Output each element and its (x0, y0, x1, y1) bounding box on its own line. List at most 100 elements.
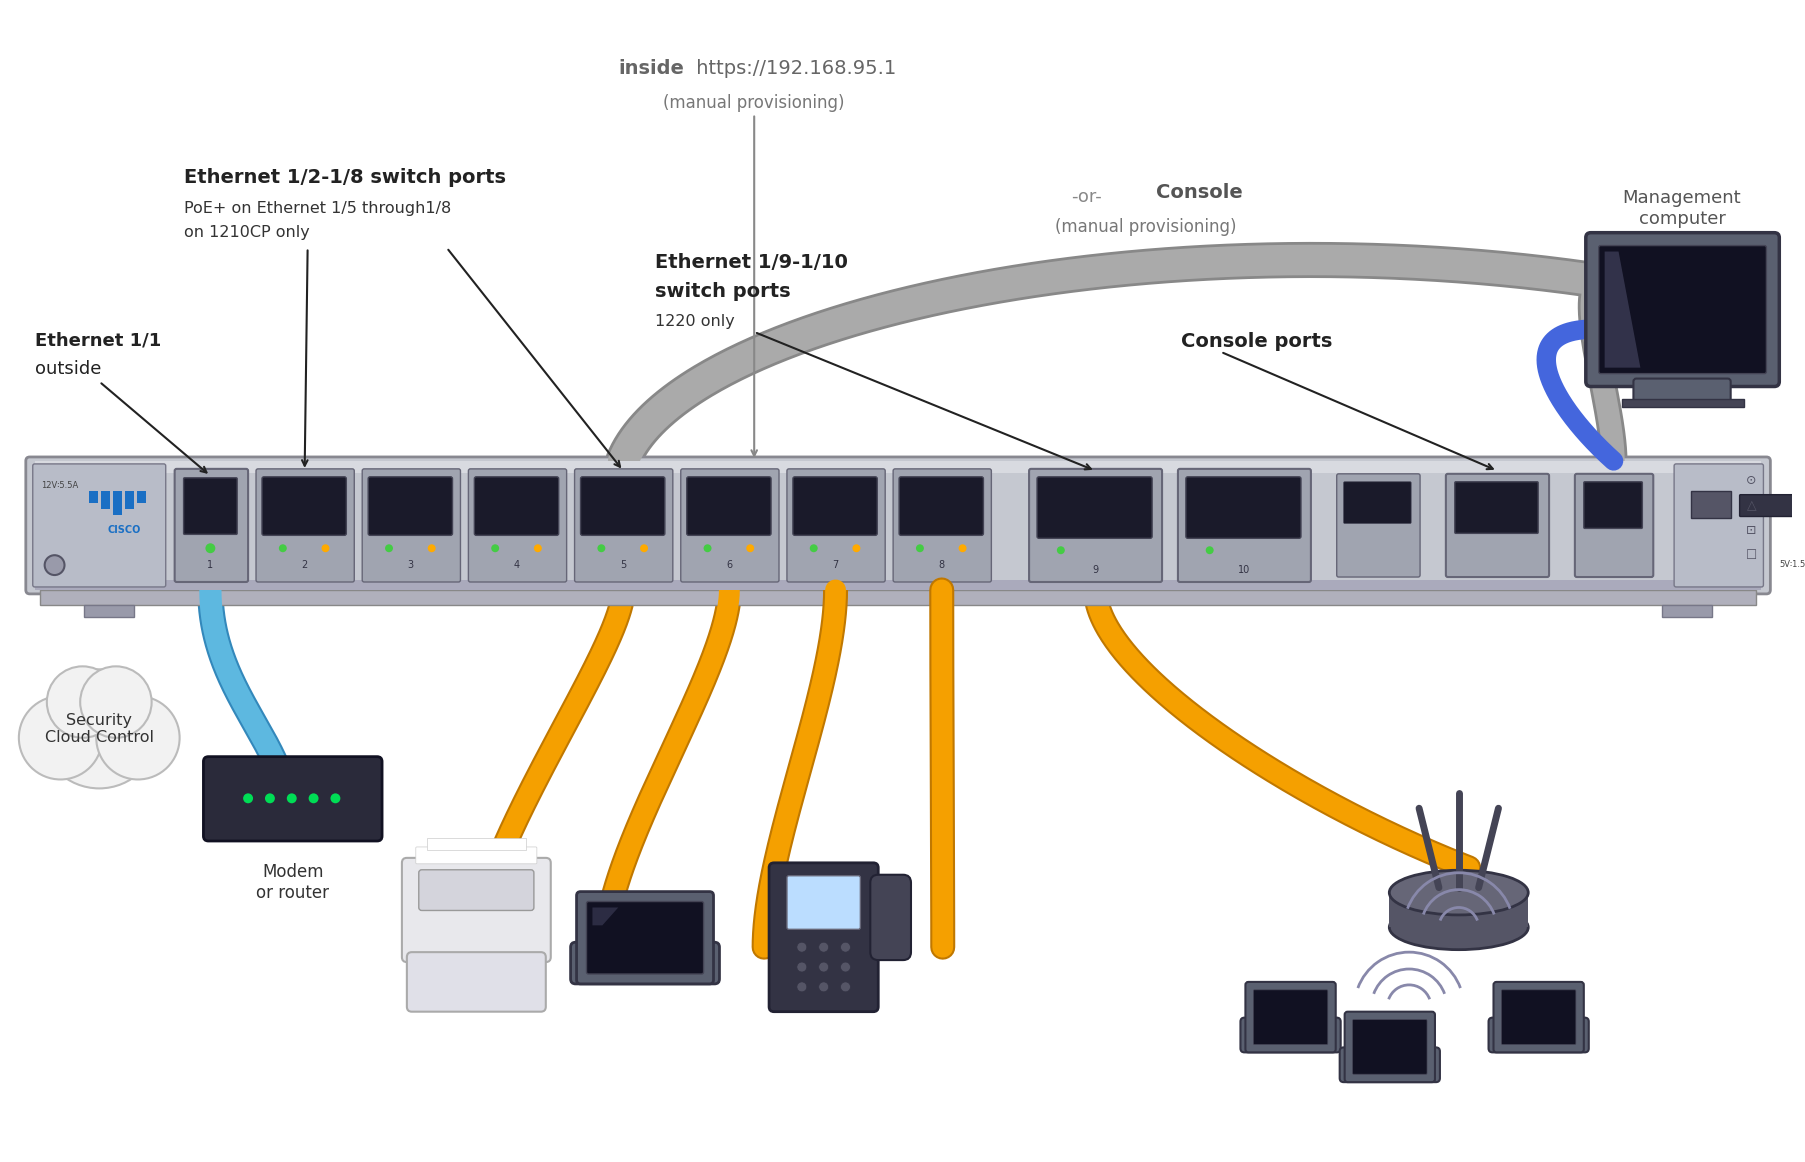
Text: ⊡: ⊡ (1745, 524, 1756, 537)
Text: 2: 2 (301, 560, 307, 571)
Text: outside: outside (34, 360, 101, 378)
Text: on 1210CP only: on 1210CP only (184, 224, 309, 239)
FancyBboxPatch shape (415, 847, 536, 863)
FancyBboxPatch shape (680, 468, 778, 582)
Circle shape (79, 666, 152, 738)
Text: Security
Cloud Control: Security Cloud Control (45, 712, 153, 745)
FancyBboxPatch shape (686, 476, 771, 536)
Circle shape (278, 544, 287, 552)
Circle shape (796, 982, 807, 992)
Text: (manual provisioning): (manual provisioning) (662, 94, 845, 112)
FancyBboxPatch shape (1343, 482, 1410, 523)
Text: https://192.168.95.1: https://192.168.95.1 (690, 59, 895, 78)
FancyBboxPatch shape (1177, 468, 1310, 582)
Circle shape (47, 666, 117, 738)
Text: Management
computer: Management computer (1623, 189, 1740, 228)
Circle shape (818, 962, 828, 971)
FancyBboxPatch shape (467, 468, 567, 582)
FancyBboxPatch shape (574, 468, 673, 582)
Polygon shape (1605, 251, 1639, 367)
Circle shape (18, 696, 103, 780)
Circle shape (287, 794, 296, 803)
FancyBboxPatch shape (787, 876, 859, 930)
Text: switch ports: switch ports (655, 282, 791, 301)
Text: Ethernet 1/2-1/8 switch ports: Ethernet 1/2-1/8 switch ports (184, 168, 505, 187)
FancyBboxPatch shape (1689, 490, 1729, 518)
FancyBboxPatch shape (204, 756, 383, 841)
FancyBboxPatch shape (1673, 464, 1762, 587)
Circle shape (384, 544, 393, 552)
Bar (1621, 400, 1742, 408)
Text: 4: 4 (514, 560, 520, 571)
Circle shape (491, 544, 498, 552)
Bar (1661, 604, 1711, 617)
Circle shape (639, 544, 648, 552)
FancyBboxPatch shape (1574, 474, 1652, 578)
Bar (88, 490, 97, 503)
Text: △: △ (1745, 500, 1754, 512)
FancyBboxPatch shape (1245, 982, 1336, 1053)
Text: 5: 5 (619, 560, 626, 571)
FancyBboxPatch shape (419, 870, 534, 911)
Bar (40, 590, 1756, 604)
Text: PoE+ on Ethernet 1/5 through1/8: PoE+ on Ethernet 1/5 through1/8 (184, 201, 451, 216)
Text: Modem
or router: Modem or router (256, 863, 329, 902)
Ellipse shape (1388, 905, 1527, 949)
Circle shape (309, 794, 318, 803)
Text: Console ports: Console ports (1180, 332, 1332, 351)
Circle shape (839, 982, 850, 992)
FancyBboxPatch shape (1583, 482, 1641, 529)
Text: 6: 6 (726, 560, 733, 571)
FancyBboxPatch shape (256, 468, 354, 582)
Circle shape (852, 544, 859, 552)
FancyBboxPatch shape (1186, 476, 1300, 538)
FancyBboxPatch shape (184, 478, 236, 535)
Bar (426, 838, 525, 849)
Circle shape (534, 544, 542, 552)
FancyBboxPatch shape (1738, 495, 1796, 516)
FancyBboxPatch shape (1339, 1047, 1439, 1082)
FancyBboxPatch shape (792, 476, 877, 536)
Bar (125, 490, 134, 509)
FancyBboxPatch shape (1253, 990, 1327, 1045)
Text: 3: 3 (408, 560, 413, 571)
Circle shape (915, 544, 924, 552)
Bar (114, 490, 123, 515)
FancyBboxPatch shape (1036, 476, 1152, 538)
FancyBboxPatch shape (787, 468, 884, 582)
Text: 1220 only: 1220 only (655, 314, 735, 329)
FancyBboxPatch shape (576, 891, 713, 984)
FancyBboxPatch shape (403, 858, 551, 962)
Circle shape (45, 555, 65, 575)
Text: 7: 7 (832, 560, 838, 571)
Bar (85, 604, 134, 617)
Bar (34, 461, 1760, 473)
Circle shape (330, 794, 339, 803)
Circle shape (704, 544, 711, 552)
Text: 1: 1 (208, 560, 213, 571)
FancyBboxPatch shape (579, 476, 664, 536)
Text: 5V∶1.5A: 5V∶1.5A (1778, 560, 1805, 569)
Bar (137, 490, 146, 503)
Circle shape (839, 962, 850, 971)
FancyBboxPatch shape (570, 942, 718, 984)
Circle shape (745, 544, 754, 552)
Circle shape (958, 544, 966, 552)
Text: ☐: ☐ (1745, 548, 1756, 561)
FancyBboxPatch shape (363, 468, 460, 582)
FancyBboxPatch shape (870, 875, 910, 960)
FancyBboxPatch shape (406, 952, 545, 1012)
Polygon shape (592, 908, 617, 925)
FancyBboxPatch shape (1500, 990, 1576, 1045)
Circle shape (321, 544, 329, 552)
Circle shape (244, 794, 253, 803)
Bar (1388, 892, 1527, 927)
Text: Ethernet 1/9-1/10: Ethernet 1/9-1/10 (655, 252, 847, 272)
Circle shape (796, 942, 807, 952)
Text: 9: 9 (1092, 565, 1097, 575)
Text: (manual provisioning): (manual provisioning) (1054, 217, 1236, 236)
FancyBboxPatch shape (32, 464, 166, 587)
Circle shape (265, 794, 274, 803)
Text: 8: 8 (939, 560, 944, 571)
FancyBboxPatch shape (1029, 468, 1161, 582)
